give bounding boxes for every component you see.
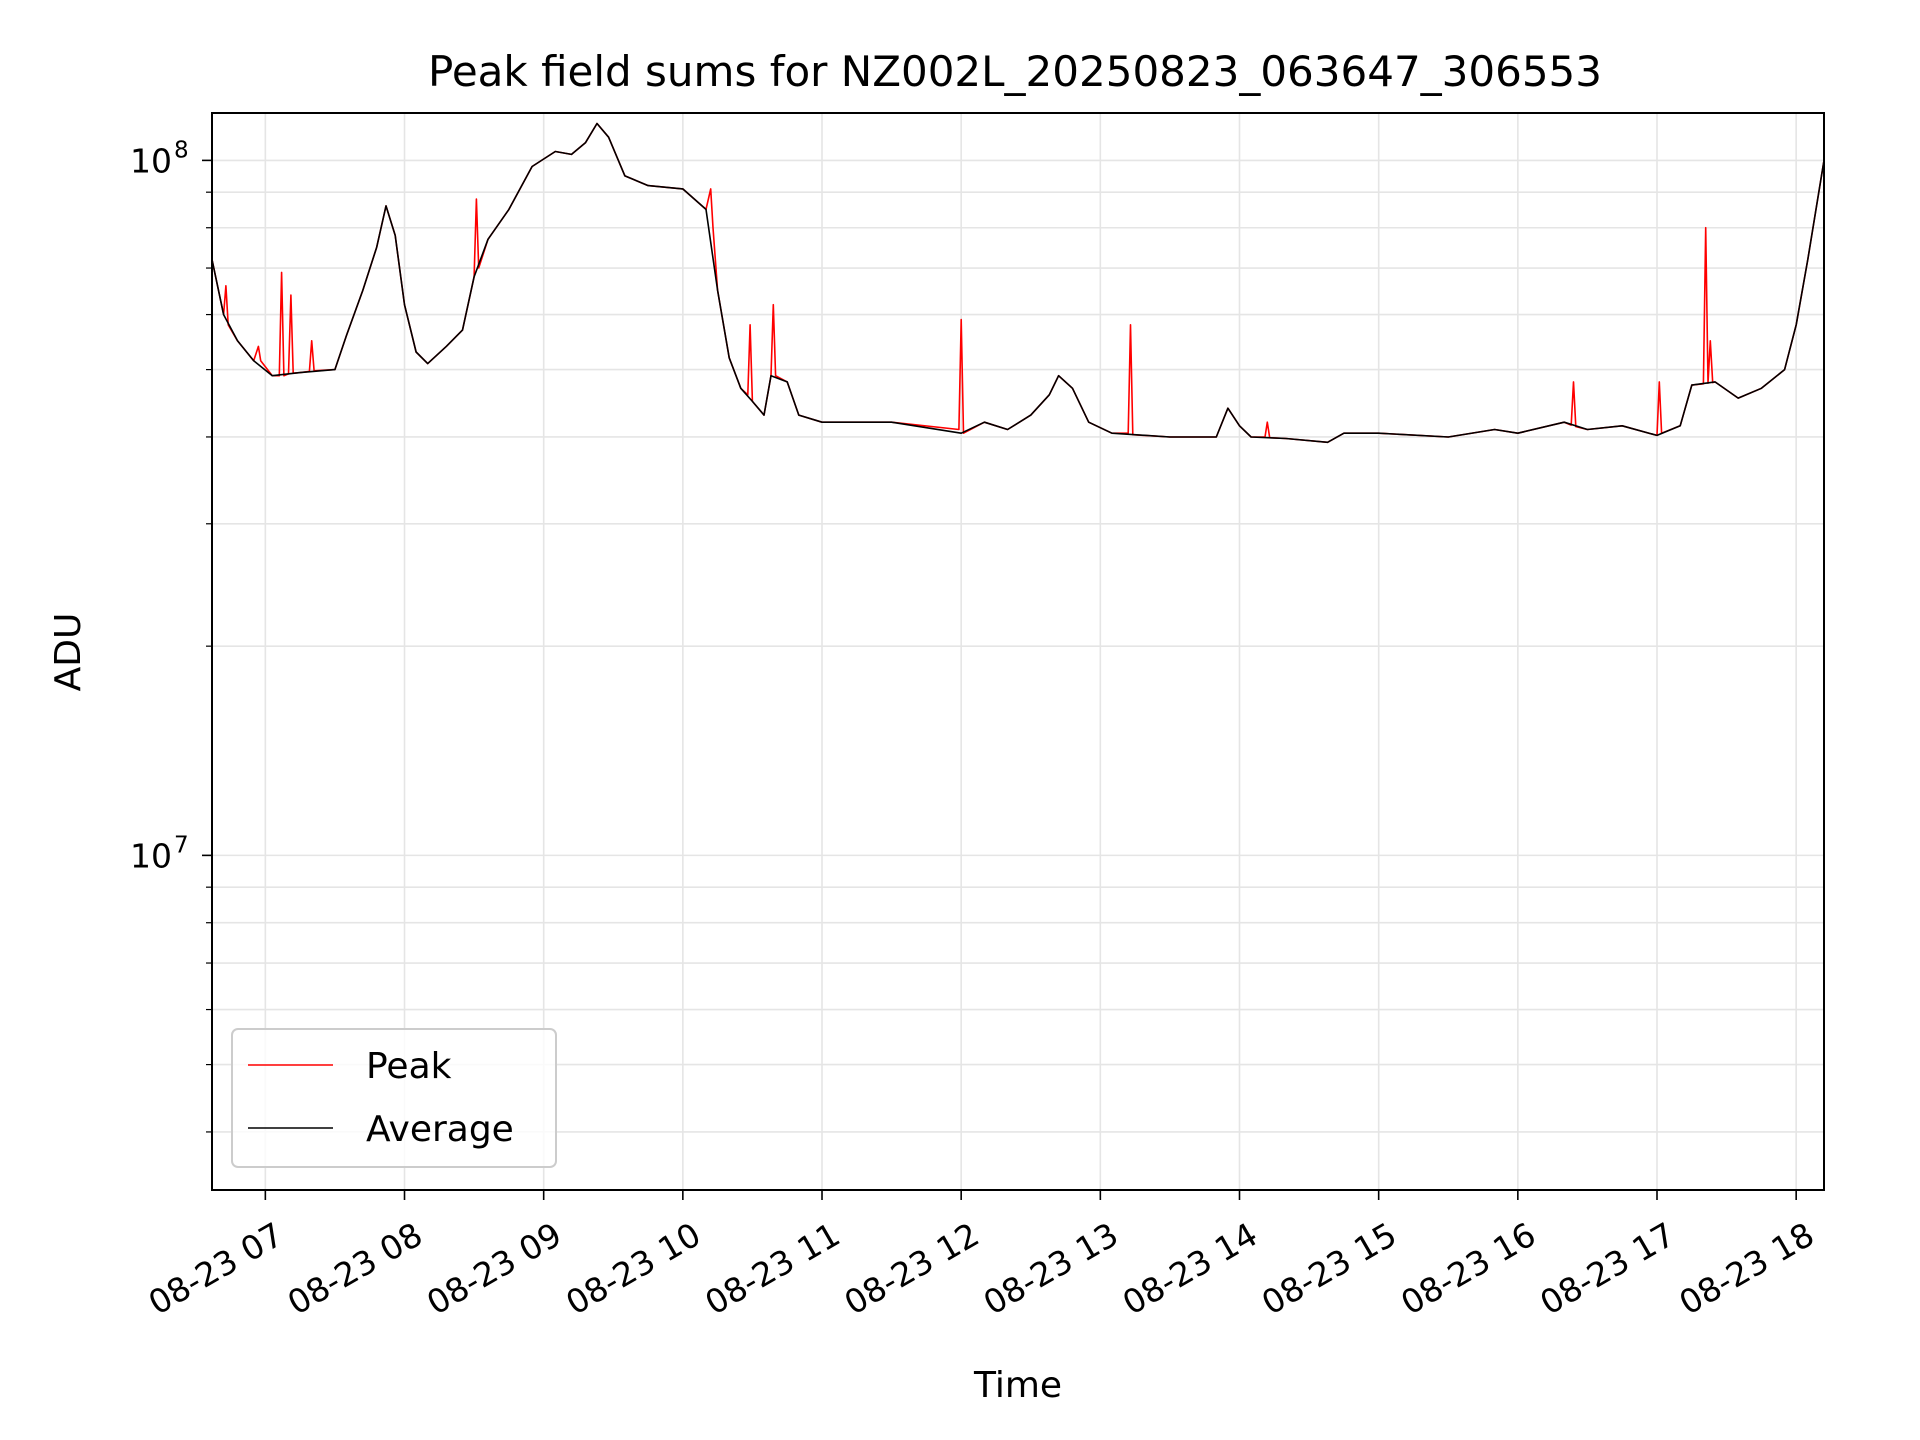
x-tick-label: 08-23 18	[1673, 1215, 1821, 1323]
series-line-average	[211, 122, 1825, 444]
y-tick-exponent: 7	[174, 832, 189, 858]
grid-lines	[212, 113, 1824, 1190]
legend: Peak Average	[231, 1028, 557, 1168]
plot-series	[211, 122, 1825, 444]
y-tick-label: 10	[130, 141, 172, 180]
x-tick-label: 08-23 07	[142, 1215, 290, 1323]
x-tick-label: 08-23 14	[1116, 1215, 1264, 1323]
legend-label-peak: Peak	[366, 1046, 452, 1087]
series-line-peak	[211, 122, 1825, 444]
legend-label-average: Average	[366, 1109, 514, 1150]
plot-area-frame	[211, 112, 1825, 1191]
x-tick-label: 08-23 17	[1533, 1215, 1681, 1323]
x-tick-label: 08-23 13	[977, 1215, 1125, 1323]
y-tick-exponent: 8	[174, 137, 189, 163]
y-axis-label: ADU	[48, 613, 89, 692]
x-tick-label: 08-23 10	[559, 1215, 707, 1323]
x-tick-label: 08-23 08	[281, 1215, 429, 1323]
x-tick-label: 08-23 11	[698, 1215, 846, 1323]
y-tick-label: 10	[130, 836, 172, 875]
x-tick-label: 08-23 12	[838, 1215, 986, 1323]
x-axis-label: Time	[973, 1365, 1062, 1406]
chart-title: Peak field sums for NZ002L_20250823_0636…	[428, 47, 1602, 96]
x-tick-label: 08-23 15	[1255, 1215, 1403, 1323]
x-tick-label: 08-23 09	[420, 1215, 568, 1323]
legend-box	[231, 1028, 557, 1168]
x-tick-label: 08-23 16	[1394, 1215, 1542, 1323]
